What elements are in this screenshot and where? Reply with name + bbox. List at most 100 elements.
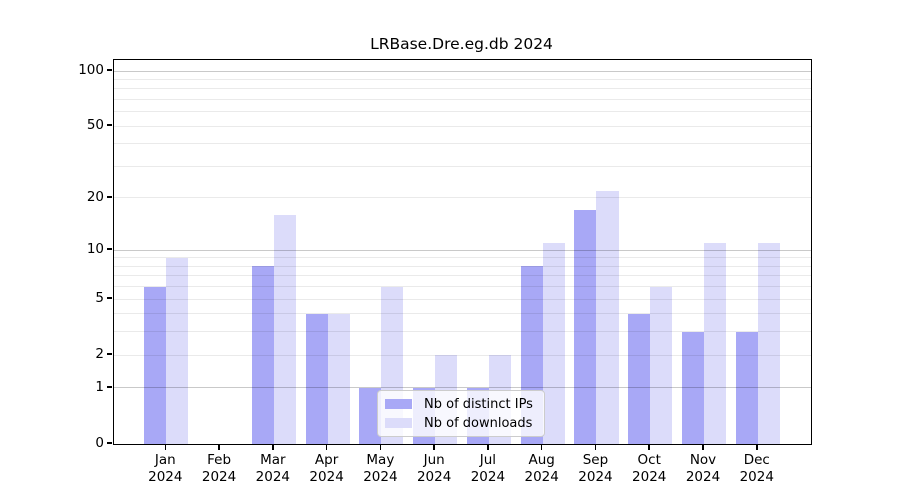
minor-gridline bbox=[114, 88, 811, 90]
chart-title: LRBase.Dre.eg.db 2024 bbox=[370, 35, 553, 53]
x-tick-month: Jan bbox=[154, 452, 176, 468]
minor-gridline bbox=[114, 99, 811, 100]
y-tick bbox=[106, 297, 112, 299]
legend: Nb of distinct IPs Nb of downloads bbox=[377, 390, 545, 437]
major-gridline bbox=[114, 249, 811, 251]
x-tick bbox=[379, 444, 382, 450]
bar-nb-of-downloads-dec bbox=[757, 243, 780, 444]
legend-label-distinct-ips: Nb of distinct IPs bbox=[424, 396, 533, 412]
x-tick-year: 2024 bbox=[685, 468, 721, 485]
bar-nb-of-distinct-ips-jan bbox=[144, 286, 167, 444]
x-tick bbox=[164, 444, 167, 450]
x-tick-month: Jun bbox=[423, 452, 445, 468]
major-gridline bbox=[114, 387, 811, 389]
minor-gridline bbox=[114, 165, 811, 167]
x-tick-year: 2024 bbox=[255, 468, 290, 485]
minor-gridline bbox=[114, 275, 811, 277]
bar-nb-of-downloads-oct bbox=[650, 286, 673, 444]
x-tick bbox=[272, 444, 274, 450]
bar-nb-of-downloads-aug bbox=[542, 243, 565, 444]
y-tick-label: 50 bbox=[86, 117, 104, 134]
x-tick-month: Jul bbox=[479, 452, 497, 468]
minor-gridline bbox=[114, 257, 811, 259]
x-tick-year: 2024 bbox=[201, 468, 237, 485]
x-tick bbox=[594, 444, 597, 450]
x-tick-label: Mar 2024 bbox=[241, 452, 305, 485]
x-tick-month: Mar bbox=[260, 452, 286, 468]
x-tick bbox=[540, 444, 543, 450]
x-tick-month: Aug bbox=[528, 452, 555, 468]
x-tick-label: Apr 2024 bbox=[295, 452, 359, 485]
y-tick-label: 100 bbox=[78, 62, 104, 78]
legend-label-downloads: Nb of downloads bbox=[424, 415, 533, 431]
x-tick-year: 2024 bbox=[470, 468, 506, 485]
x-tick-label: Dec 2024 bbox=[725, 452, 789, 485]
x-tick-month: Nov bbox=[689, 452, 717, 468]
minor-gridline bbox=[114, 197, 811, 199]
x-tick bbox=[433, 444, 435, 450]
y-tick bbox=[106, 124, 112, 126]
minor-gridline bbox=[114, 125, 811, 127]
minor-gridline bbox=[114, 313, 811, 315]
bar-nb-of-distinct-ips-sep bbox=[574, 210, 597, 444]
y-tick bbox=[106, 386, 112, 388]
x-tick bbox=[218, 444, 220, 450]
x-tick-year: 2024 bbox=[363, 468, 398, 485]
x-tick bbox=[756, 444, 758, 450]
x-tick bbox=[702, 444, 704, 450]
bar-nb-of-distinct-ips-dec bbox=[735, 331, 758, 444]
y-tick-label: 1 bbox=[95, 378, 104, 395]
y-tick-label: 2 bbox=[95, 346, 104, 363]
y-tick-label: 20 bbox=[86, 188, 104, 205]
x-tick-month: Apr bbox=[314, 452, 339, 468]
minor-gridline bbox=[114, 298, 811, 300]
legend-entry-downloads: Nb of downloads bbox=[385, 416, 544, 431]
x-tick-label: Jul 2024 bbox=[456, 452, 520, 485]
y-tick bbox=[106, 196, 112, 198]
x-tick-label: Feb 2024 bbox=[187, 452, 251, 485]
bar-nb-of-downloads-sep bbox=[596, 190, 619, 444]
y-tick-label: 0 bbox=[95, 435, 104, 451]
major-gridline bbox=[114, 70, 811, 72]
x-tick-year: 2024 bbox=[524, 468, 559, 485]
x-tick-label: May 2024 bbox=[348, 452, 412, 485]
minor-gridline bbox=[114, 111, 811, 113]
x-tick-label: Jan 2024 bbox=[133, 452, 197, 485]
y-tick bbox=[106, 69, 112, 71]
x-tick-label: Oct 2024 bbox=[617, 452, 681, 485]
minor-gridline bbox=[114, 143, 811, 145]
legend-swatch-downloads bbox=[385, 418, 412, 428]
minor-gridline bbox=[114, 286, 811, 288]
bar-nb-of-distinct-ips-mar bbox=[251, 266, 274, 444]
bar-nb-of-downloads-jan bbox=[166, 257, 189, 444]
x-tick-month: May bbox=[366, 452, 395, 468]
x-tick-month: Oct bbox=[637, 452, 661, 468]
bar-nb-of-distinct-ips-may bbox=[359, 387, 382, 444]
y-tick bbox=[106, 442, 112, 444]
bar-nb-of-downloads-nov bbox=[704, 243, 727, 444]
y-tick-label: 5 bbox=[95, 290, 104, 307]
bar-nb-of-distinct-ips-nov bbox=[681, 331, 704, 444]
x-tick bbox=[325, 444, 328, 450]
y-tick-label: 10 bbox=[86, 241, 104, 258]
legend-entry-distinct-ips: Nb of distinct IPs bbox=[385, 397, 544, 412]
x-tick-month: Sep bbox=[582, 452, 609, 468]
x-tick bbox=[487, 444, 489, 450]
minor-gridline bbox=[114, 331, 811, 333]
minor-gridline bbox=[114, 265, 811, 267]
x-tick-month: Feb bbox=[207, 452, 232, 468]
x-tick-month: Dec bbox=[743, 452, 770, 468]
plot-area bbox=[113, 59, 812, 445]
x-tick-label: Nov 2024 bbox=[671, 452, 735, 485]
grid-layer bbox=[114, 60, 811, 444]
x-tick-year: 2024 bbox=[309, 468, 344, 485]
x-tick-year: 2024 bbox=[632, 468, 667, 485]
bar-nb-of-distinct-ips-oct bbox=[628, 313, 651, 444]
x-tick-year: 2024 bbox=[739, 468, 774, 485]
x-tick bbox=[648, 444, 650, 450]
x-tick-label: Aug 2024 bbox=[510, 452, 574, 485]
y-tick bbox=[106, 353, 112, 355]
legend-swatch-distinct-ips bbox=[385, 399, 412, 409]
x-tick-label: Sep 2024 bbox=[563, 452, 627, 485]
